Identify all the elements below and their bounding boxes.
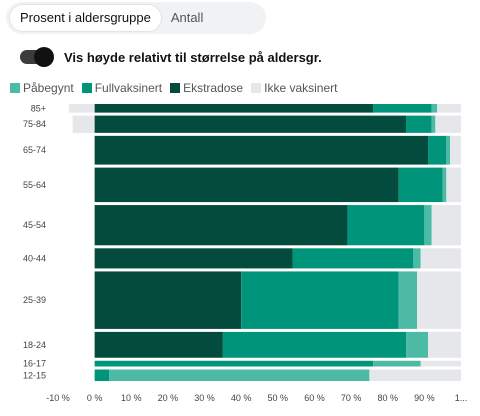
age-group-label: 75-84 (23, 119, 46, 129)
age-group-label: 25-39 (23, 295, 46, 305)
toggle-knob (34, 47, 54, 67)
bar-segment-pabegynt (424, 205, 432, 246)
bar-segment-ekstradose (94, 135, 429, 165)
bar-segment-pabegynt (398, 271, 418, 329)
legend-label-fullvaksinert: Fullvaksinert (94, 81, 163, 95)
bar-segment-ikke (431, 205, 461, 246)
bar-segment-ikke (437, 104, 461, 113)
bar-segment-ikke (420, 360, 461, 367)
tab-percent-in-age-group[interactable]: Prosent i aldersgruppe (10, 5, 161, 31)
bar-row-16-17[interactable] (94, 360, 461, 367)
bar-segment-pabegynt (442, 167, 447, 203)
age-group-label: 85+ (31, 103, 46, 113)
bar-segment-fullvaksinert (398, 167, 443, 203)
bar-segment-fullvaksinert (222, 331, 407, 358)
age-group-label: 40-44 (23, 253, 46, 263)
legend-swatch-ikke-vaksinert (251, 83, 262, 93)
x-tick-label: 70 % (341, 393, 362, 403)
age-group-label: 18-24 (23, 340, 46, 350)
bar-segment-ikke (446, 167, 461, 203)
bar-segment-fullvaksinert (94, 360, 374, 367)
x-tick-label: 1... (455, 393, 468, 403)
x-tick-label: 30 % (194, 393, 215, 403)
bar-segment-fullvaksinert (241, 271, 399, 329)
age-group-label: 45-54 (23, 220, 46, 230)
chart-legend: Påbegynt Fullvaksinert Ekstradose Ikke v… (10, 81, 345, 95)
legend-item-ekstradose[interactable]: Ekstradose (170, 81, 243, 95)
bar-row-75-84[interactable] (72, 115, 461, 133)
bar-segment-ekstradose (94, 271, 242, 329)
bar-row-45-54[interactable] (94, 205, 461, 246)
bar-segment-fullvaksinert (373, 104, 432, 113)
bar-segment-ikke (369, 369, 461, 381)
bar-segment-pabegynt (109, 369, 370, 381)
bar-segment-ekstradose (94, 104, 374, 113)
legend-label-pabegynt: Påbegynt (23, 81, 74, 95)
legend-swatch-fullvaksinert (81, 83, 92, 93)
bar-segment-ikke (428, 331, 461, 358)
legend-item-fullvaksinert[interactable]: Fullvaksinert (81, 81, 163, 95)
bar-row-18-24[interactable] (94, 331, 461, 358)
x-tick-label: 40 % (231, 393, 252, 403)
bar-segment-ikke (420, 248, 461, 269)
bar-row-12-15[interactable] (94, 369, 461, 381)
bar-segment-ekstradose (94, 205, 348, 246)
bar-segment-fullvaksinert (428, 135, 447, 165)
bar-segment-ekstradose (94, 248, 293, 269)
age-group-label: 12-15 (23, 370, 46, 380)
bar-segment-ekstradose (94, 331, 223, 358)
age-group-label: 16-17 (23, 359, 46, 369)
x-tick-label: 20 % (158, 393, 179, 403)
bar-segment-ikke (450, 135, 461, 165)
x-tick-label: 50 % (268, 393, 289, 403)
legend-label-ekstradose: Ekstradose (183, 81, 244, 95)
legend-swatch-pabegynt (10, 83, 20, 93)
age-group-label: 55-64 (23, 180, 46, 190)
x-tick-label: 60 % (304, 393, 325, 403)
bar-row-85+[interactable] (68, 104, 461, 113)
bar-row-25-39[interactable] (94, 271, 461, 329)
relative-height-toggle-row: Vis høyde relativt til størrelse på alde… (20, 46, 322, 68)
bar-segment-pabegynt (413, 248, 421, 269)
bar-segment-ekstradose (94, 167, 399, 203)
legend-item-pabegynt[interactable]: Påbegynt (10, 81, 74, 95)
age-group-label: 65-74 (23, 145, 46, 155)
bar-row-40-44[interactable] (94, 248, 461, 269)
bar-row-55-64[interactable] (94, 167, 461, 203)
bar-segment-ekstradose (94, 115, 407, 133)
bar-segment-negative (68, 104, 95, 113)
x-tick-label: 0 % (87, 393, 103, 403)
tab-count[interactable]: Antall (170, 10, 204, 25)
bar-row-65-74[interactable] (94, 135, 461, 165)
x-tick-label: 10 % (121, 393, 142, 403)
bar-segment-pabegynt (431, 104, 438, 113)
relative-height-toggle[interactable] (20, 47, 54, 67)
bar-segment-fullvaksinert (292, 248, 414, 269)
x-tick-label: 80 % (377, 393, 398, 403)
bar-segment-negative (72, 115, 95, 133)
bar-segment-fullvaksinert (406, 115, 432, 133)
bar-segment-pabegynt (431, 115, 436, 133)
toggle-label: Vis høyde relativt til størrelse på alde… (64, 49, 322, 65)
bar-segment-pabegynt (446, 135, 451, 165)
view-tabs: Prosent i aldersgruppe Antall (6, 2, 266, 34)
bar-segment-fullvaksinert (94, 369, 110, 381)
stacked-bar-chart: 85+ 75-84 65-74 55-64 45-54 40-44 25-39 18-24 16… (23, 103, 468, 403)
x-tick-label: -10 % (46, 393, 70, 403)
legend-label-ikke-vaksinert: Ikke vaksinert (264, 81, 338, 95)
bar-segment-fullvaksinert (347, 205, 425, 246)
bar-segment-pabegynt (406, 331, 429, 358)
legend-swatch-ekstradose (170, 83, 181, 93)
bar-segment-ikke (435, 115, 461, 133)
bar-segment-pabegynt (373, 360, 421, 367)
bar-segment-ikke (417, 271, 461, 329)
legend-item-ikke-vaksinert[interactable]: Ikke vaksinert (251, 81, 337, 95)
x-tick-label: 90 % (414, 393, 435, 403)
